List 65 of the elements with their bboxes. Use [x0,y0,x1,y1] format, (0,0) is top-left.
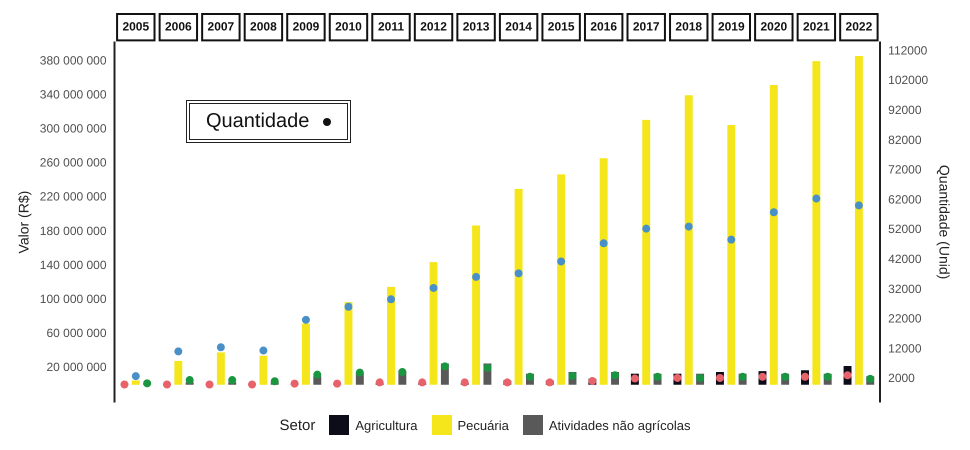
bar [557,174,566,385]
bar [430,262,438,385]
x-tick-label: 2005 [122,20,150,34]
x-tick-label: 2018 [675,20,702,34]
bar [684,95,693,385]
legend-label: Atividades não agrícolas [548,418,690,432]
y2-tick-label: 112000 [888,43,928,58]
y-axis-title: Valor (R$) [15,190,32,254]
y2-tick-label: 22000 [888,312,922,326]
bar [174,360,182,385]
x-tick-label: 2007 [208,20,235,34]
y-tick-label: 100 000 000 [40,292,107,306]
y2-tick-label: 42000 [888,252,922,266]
x-tick-label: 2009 [292,20,320,34]
x-tick-label: 2022 [846,20,873,34]
x-tick-label: 2013 [462,20,490,34]
y-tick-label: 340 000 000 [40,88,107,102]
legend-label: Agricultura [355,418,418,432]
y2-tick-label: 2000 [888,371,916,386]
y2-tick-label: 102000 [888,73,929,88]
y2-tick-label: 12000 [888,341,922,356]
y-tick-label: 300 000 000 [40,122,107,136]
x-tick-label: 2006 [164,20,192,34]
legend-label: Pecuária [458,418,509,432]
bar [514,188,523,385]
y2-tick-label: 52000 [888,222,922,236]
x-tick-label: 2011 [378,20,404,34]
bar [259,356,268,385]
bar [132,380,140,385]
x-tick-label: 2017 [632,20,660,34]
bar [727,125,736,385]
x-tick-label: 2010 [335,20,362,34]
bar [387,286,395,385]
bar [216,352,225,385]
annotation: Quantidade [206,110,310,133]
y-tick-label: 260 000 000 [40,156,107,170]
y2-tick-label: 82000 [888,132,922,147]
x-tick-label: 2020 [760,20,788,34]
x-tick-label: 2008 [250,20,278,34]
y2-tick-label: 72000 [888,162,922,177]
y-tick-label: 20 000 000 [46,360,107,374]
y-tick-label: 60 000 000 [46,326,107,340]
bar [302,323,310,385]
bar [642,120,650,385]
y-tick-label: 180 000 000 [40,224,107,238]
x-tick-label: 2021 [803,20,830,34]
x-tick-label: 2014 [505,20,532,34]
legend-title: Setor [280,416,316,434]
y2-tick-label: 32000 [888,282,922,296]
y-tick-label: 220 000 000 [40,190,107,204]
y-tick-label: 380 000 000 [40,53,107,68]
bar [344,302,352,385]
x-tick-label: 2012 [420,20,448,34]
y2-tick-label: 92000 [888,102,922,117]
bar [812,61,820,385]
x-tick-label: 2015 [548,20,575,34]
bar [600,158,608,385]
x-tick-label: 2019 [718,20,745,34]
bar [854,56,863,385]
x-tick-label: 2016 [590,20,618,34]
bar [472,226,480,385]
y2-tick-label: 62000 [888,192,922,206]
y2-axis-title: Quantidade (Unid) [936,164,953,280]
y-tick-label: 140 000 000 [40,258,107,272]
bar [770,84,778,385]
